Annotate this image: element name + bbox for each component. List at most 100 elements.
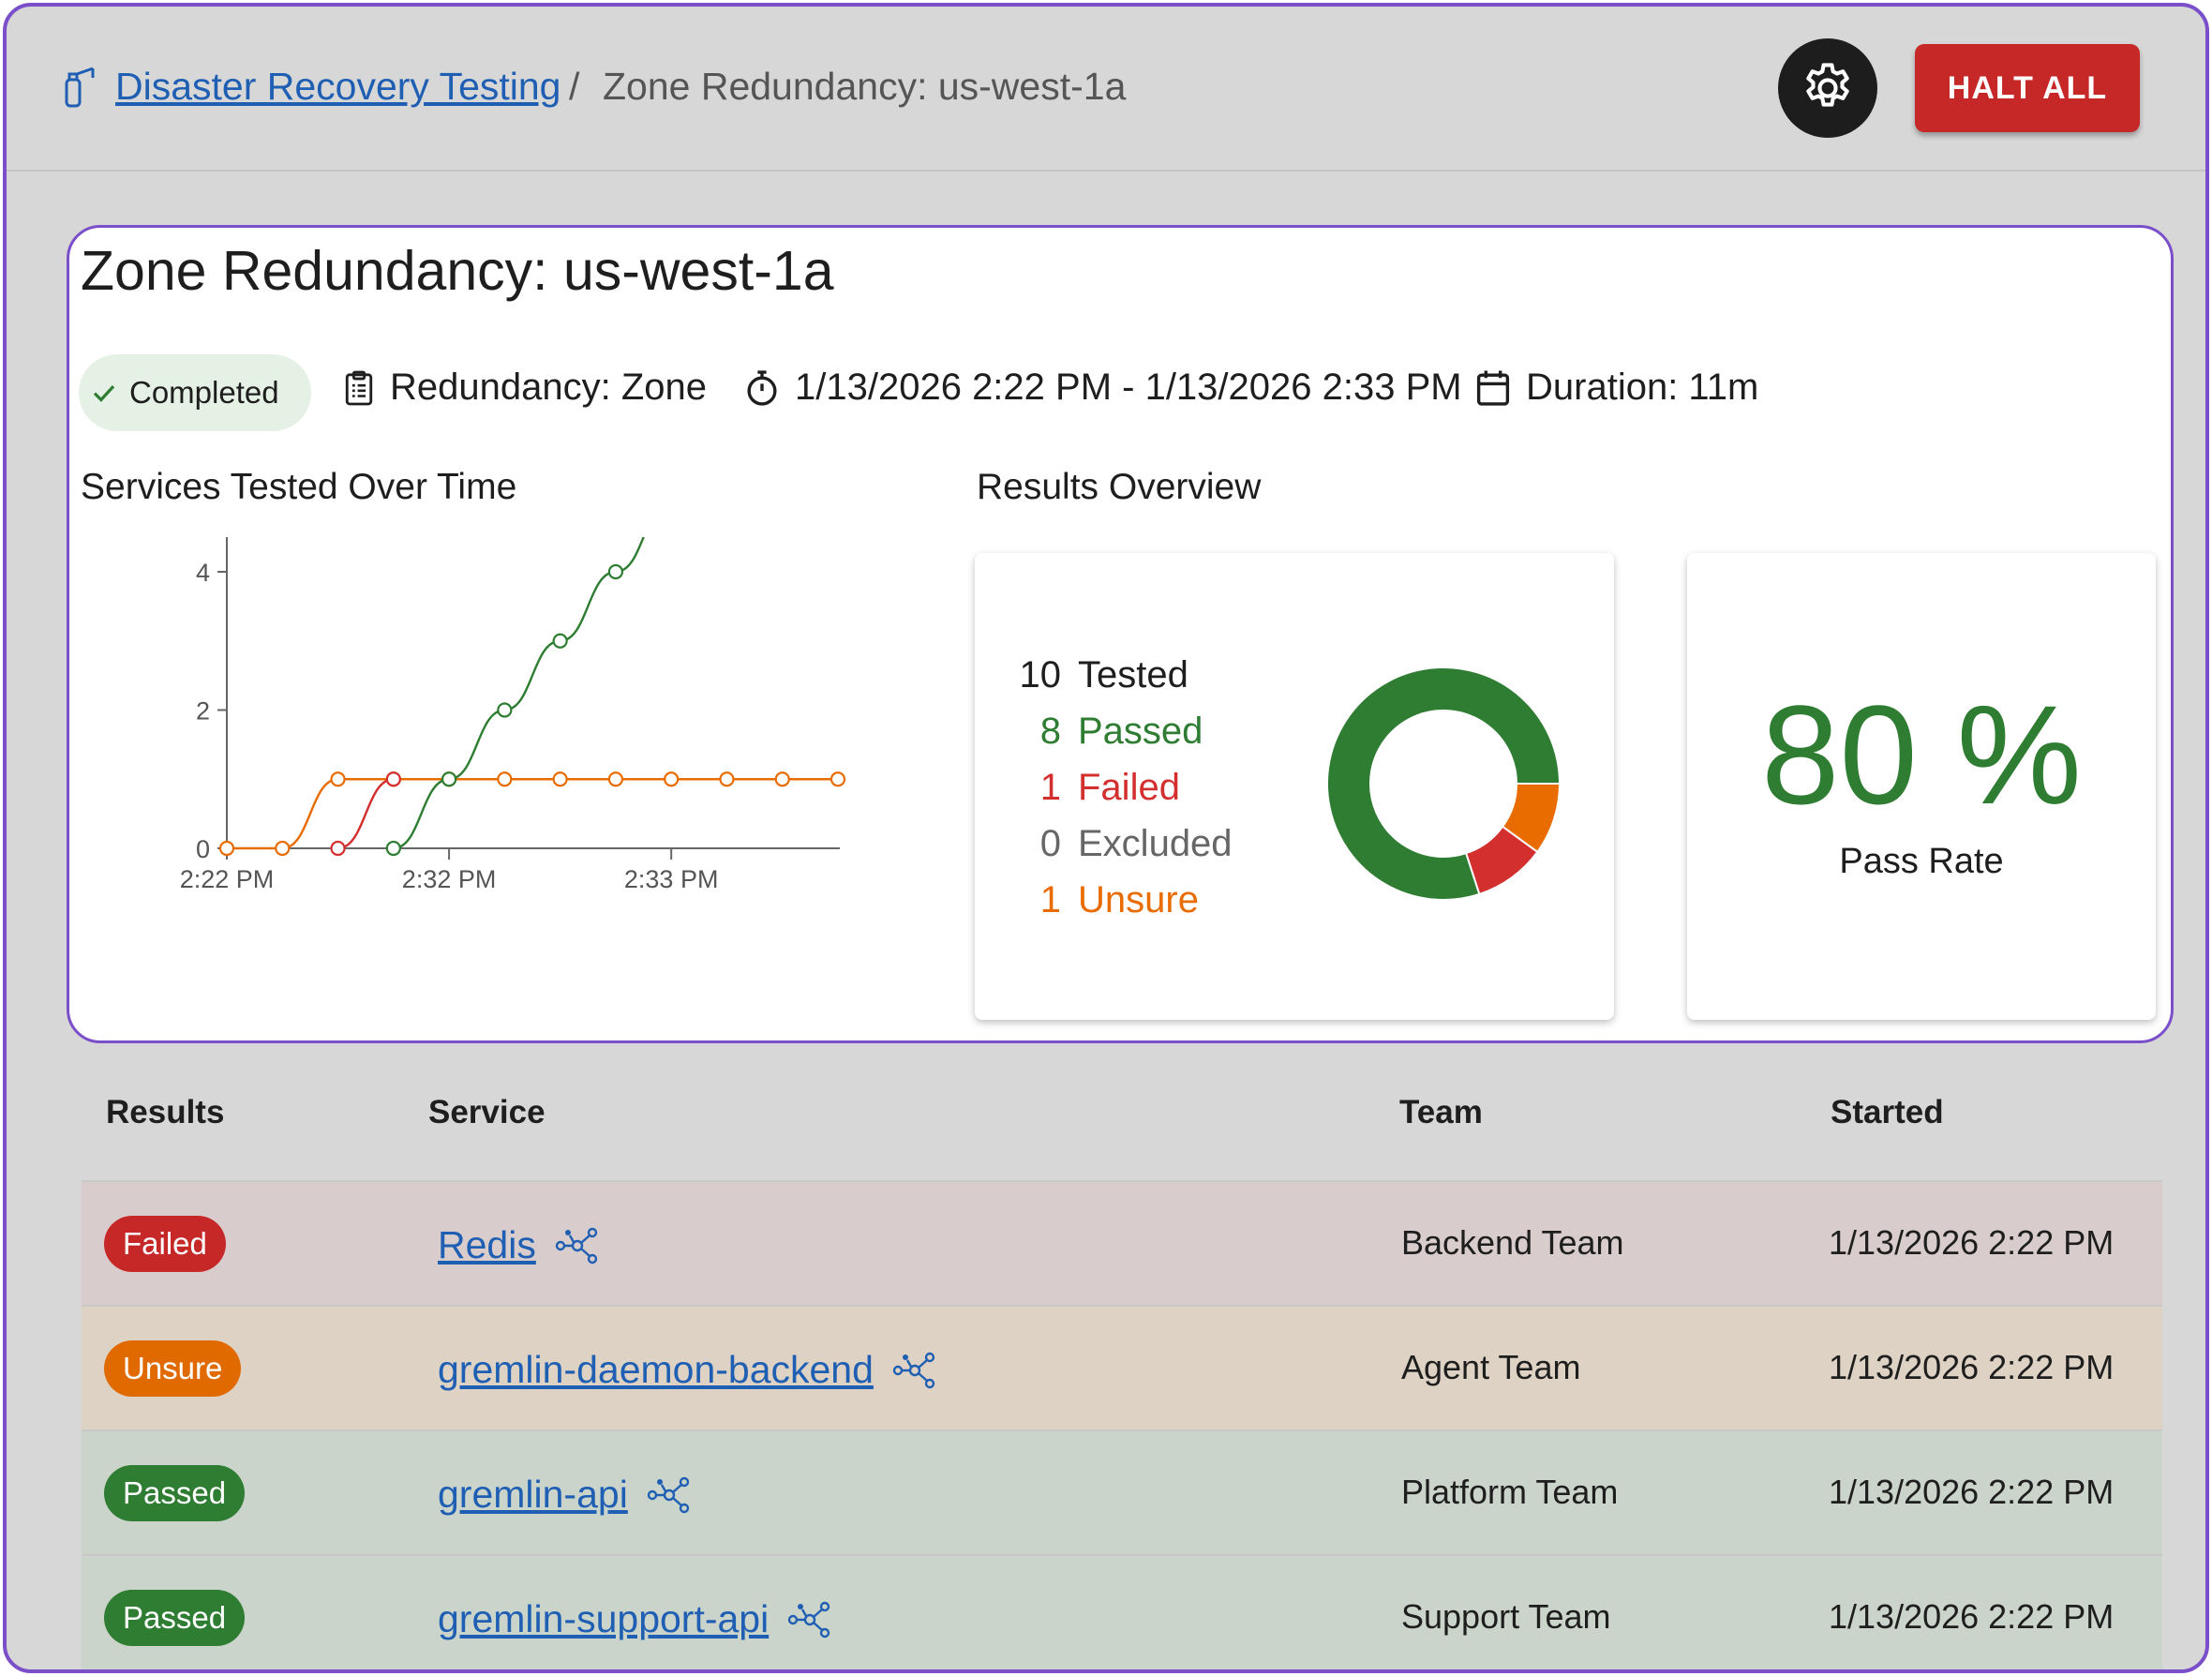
service-link[interactable]: gremlin-support-api [438,1597,770,1640]
halt-all-button[interactable]: HALT ALL [1915,44,2140,132]
status-chip: Completed [79,354,311,431]
overview-row-failed: 1 Failed [1012,767,1180,809]
started-cell: 1/13/2026 2:22 PM [1829,1223,2115,1262]
started-cell: 1/13/2026 2:22 PM [1829,1597,2115,1636]
series-point [385,771,401,787]
dependency-graph-icon[interactable] [647,1476,692,1514]
redundancy-meta: Redundancy: Zone [343,367,707,409]
chart-axes [226,537,840,849]
breadcrumb-parent-link[interactable]: Disaster Recovery Testing [115,65,561,108]
service-cell: gremlin-support-api [438,1597,832,1641]
series-point [719,771,735,787]
summary-title: Zone Redundancy: us-west-1a [81,240,834,302]
overview-count: 1 [1039,767,1061,808]
series-point [552,633,568,649]
team-cell: Platform Team [1401,1473,1619,1511]
overview-row-tested: 10 Tested [1012,654,1188,696]
column-header-team[interactable]: Team [1399,1094,1483,1130]
column-header-service[interactable]: Service [428,1094,546,1130]
series-point [774,771,790,787]
service-cell: Redis [438,1223,600,1267]
started-cell: 1/13/2026 2:22 PM [1829,1473,2115,1511]
series-point [830,771,846,787]
series-point [218,840,235,857]
summary-card: Zone Redundancy: us-west-1a Completed Re… [67,225,2174,1043]
overview-count: 0 [1039,823,1061,864]
overview-count: 10 [1019,654,1062,696]
team-cell: Backend Team [1401,1223,1624,1262]
breadcrumb-current: Zone Redundancy: us-west-1a [603,65,1127,108]
overview-count: 1 [1039,879,1061,920]
table-row[interactable]: Failed Redis Backend Team 1/13/2026 2:22 PM [82,1180,2162,1305]
gear-icon [1806,63,1849,107]
series-point [497,771,513,787]
overview-label: Passed [1078,711,1203,752]
team-cell: Agent Team [1401,1348,1581,1386]
series-line-0 [227,778,838,850]
breadcrumb-separator: / [569,65,580,108]
overview-label: Excluded [1078,823,1233,864]
overview-label: Failed [1078,767,1180,808]
table-row[interactable]: Unsure gremlin-daemon-backend Agent Team 1/… [82,1305,2162,1429]
series-point [607,563,624,580]
calendar-icon [1476,370,1510,406]
result-badge: Unsure [104,1340,242,1397]
y-tick-label: 4 [196,559,210,587]
pass-rate-value: 80 % [1761,676,2082,833]
series-point [497,702,513,718]
x-tick-label: 2:32 PM [402,865,497,893]
started-cell: 1/13/2026 2:22 PM [1829,1348,2115,1386]
chart-title: Services Tested Over Time [81,467,517,507]
overview-label: Unsure [1078,879,1199,920]
redundancy-label: Redundancy: Zone [390,367,708,408]
dependency-graph-icon[interactable] [892,1352,937,1389]
clipboard-icon [345,370,373,405]
x-tick-label: 2:33 PM [624,865,719,893]
series-point [441,771,457,787]
service-link[interactable]: Redis [438,1223,536,1266]
y-tick-label: 2 [196,697,210,726]
series-line-1 [337,778,394,850]
app-window: Disaster Recovery Testing / Zone Redunda… [3,3,2209,1673]
service-link[interactable]: gremlin-daemon-backend [438,1348,874,1391]
pass-rate-label: Pass Rate [1839,842,2004,881]
y-tick-label: 0 [196,835,210,863]
pass-rate-card: 80 % Pass Rate [1687,553,2156,1020]
team-cell: Support Team [1401,1597,1611,1636]
result-badge: Failed [104,1216,226,1272]
dependency-graph-icon[interactable] [787,1601,832,1639]
time-range-meta: 1/13/2026 2:22 PM - 1/13/2026 2:33 PM [744,367,1462,409]
overview-label: Tested [1078,654,1188,696]
service-link[interactable]: gremlin-api [438,1473,628,1516]
series-line-2 [393,537,645,850]
table-row[interactable]: Passed gremlin-support-api Support Team 1/1… [82,1554,2162,1669]
results-overview-title: Results Overview [977,467,1262,507]
series-point [330,840,346,857]
dependency-graph-icon[interactable] [555,1227,600,1264]
overview-count: 8 [1039,711,1061,752]
service-cell: gremlin-daemon-backend [438,1348,937,1392]
series-point [275,840,291,857]
results-donut-chart [1326,666,1562,901]
column-header-started[interactable]: Started [1831,1094,1944,1130]
status-label: Completed [129,375,279,410]
overview-row-unsure: 1 Unsure [1012,879,1199,921]
overview-row-passed: 8 Passed [1012,711,1203,753]
time-range-label: 1/13/2026 2:22 PM - 1/13/2026 2:33 PM [795,367,1462,408]
services-tested-chart: 024682:22 PM2:32 PM2:33 PM [180,537,846,893]
column-header-results[interactable]: Results [106,1094,225,1130]
result-badge: Passed [104,1465,246,1521]
settings-button[interactable] [1778,38,1877,138]
results-overview-card: 10 Tested 8 Passed 1 Failed 0 Excluded 1 Unsure [975,553,1614,1020]
series-point [664,771,680,787]
series-point [607,771,624,787]
series-point [330,771,346,787]
duration-label: Duration: 11m [1526,367,1759,408]
table-row[interactable]: Passed gremlin-api Platform Team 1/13/2026 … [82,1429,2162,1554]
results-table-header: Results Service Team Started [82,1075,2162,1180]
duration-meta: Duration: 11m [1475,367,1758,409]
x-tick-label: 2:22 PM [180,865,275,893]
series-point [385,840,401,857]
check-icon [93,385,115,402]
stopwatch-icon [747,369,777,406]
